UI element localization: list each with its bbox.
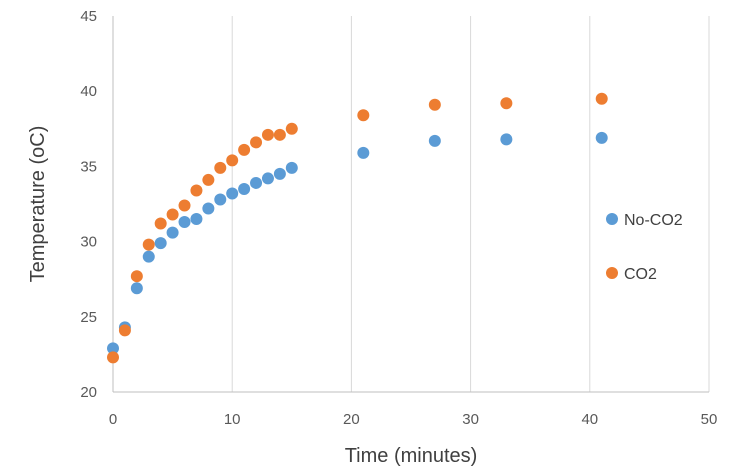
data-point-co2 xyxy=(500,97,513,110)
data-point-no-co2 xyxy=(142,250,155,263)
data-point-co2 xyxy=(142,238,155,251)
x-tick-label: 40 xyxy=(581,411,598,428)
x-tick-label: 0 xyxy=(109,411,117,428)
data-point-no-co2 xyxy=(107,342,119,355)
data-point-co2 xyxy=(190,184,203,197)
data-point-no-co2 xyxy=(154,237,167,250)
legend-label-no-co2: No-CO2 xyxy=(624,212,683,229)
data-point-co2 xyxy=(357,109,370,122)
y-tick-label: 45 xyxy=(80,8,97,25)
data-point-no-co2 xyxy=(357,146,370,159)
data-point-co2 xyxy=(166,208,179,221)
data-point-co2 xyxy=(130,270,143,283)
y-axis-title: Temperature (oC) xyxy=(27,126,49,283)
legend-label-co2: CO2 xyxy=(624,266,657,283)
y-tick-label: 35 xyxy=(80,158,97,175)
data-point-no-co2 xyxy=(202,202,215,215)
data-point-co2 xyxy=(118,324,131,337)
axes xyxy=(112,16,709,393)
legend: No-CO2 CO2 xyxy=(606,212,683,283)
data-point-co2 xyxy=(226,154,239,167)
data-point-co2 xyxy=(238,143,251,156)
data-point-co2 xyxy=(250,136,263,149)
y-tick-label: 25 xyxy=(80,309,97,326)
data-point-no-co2 xyxy=(250,176,263,189)
legend-marker-no-co2 xyxy=(606,213,618,225)
data-point-no-co2 xyxy=(273,167,286,180)
data-point-no-co2 xyxy=(261,172,274,185)
data-point-co2 xyxy=(178,199,191,212)
data-point-no-co2 xyxy=(500,133,513,146)
tick-labels: 0 10 20 30 40 50 20 25 30 35 40 45 xyxy=(80,8,717,428)
data-point-no-co2 xyxy=(166,226,179,239)
y-tick-label: 40 xyxy=(80,83,97,100)
data-point-no-co2 xyxy=(190,213,203,226)
data-point-co2 xyxy=(285,122,298,135)
x-tick-label: 10 xyxy=(224,411,241,428)
data-point-co2 xyxy=(107,351,119,364)
y-tick-label: 20 xyxy=(80,384,97,401)
data-point-no-co2 xyxy=(595,131,608,144)
data-point-no-co2 xyxy=(214,193,227,206)
legend-marker-co2 xyxy=(606,267,618,279)
x-tick-label: 20 xyxy=(343,411,360,428)
data-points xyxy=(107,92,608,364)
x-tick-label: 30 xyxy=(462,411,479,428)
grid-lines xyxy=(231,16,710,392)
data-point-no-co2 xyxy=(226,187,239,200)
data-point-co2 xyxy=(273,128,286,141)
data-point-co2 xyxy=(202,173,215,186)
data-point-co2 xyxy=(261,128,274,141)
x-tick-label: 50 xyxy=(701,411,718,428)
data-point-no-co2 xyxy=(178,216,191,229)
x-axis-title: Time (minutes) xyxy=(345,445,478,467)
data-point-no-co2 xyxy=(238,182,251,195)
data-point-co2 xyxy=(595,92,608,105)
data-point-co2 xyxy=(154,217,167,230)
data-point-no-co2 xyxy=(428,134,441,147)
y-tick-label: 30 xyxy=(80,234,97,251)
data-point-co2 xyxy=(214,161,227,174)
data-point-no-co2 xyxy=(130,282,143,295)
data-point-no-co2 xyxy=(285,161,298,174)
data-point-co2 xyxy=(428,98,441,111)
